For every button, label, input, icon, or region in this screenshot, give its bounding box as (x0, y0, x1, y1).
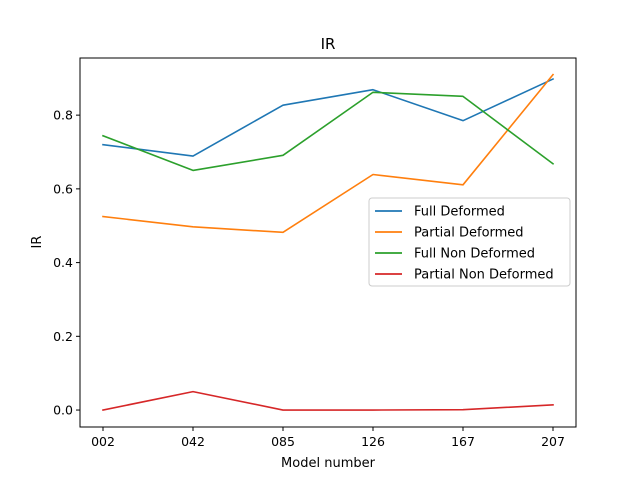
y-tick-label: 0.8 (53, 108, 73, 123)
legend-label: Full Non Deformed (414, 247, 535, 262)
x-tick-label: 085 (271, 434, 295, 449)
x-tick-label: 042 (181, 434, 205, 449)
x-axis-label: Model number (281, 456, 376, 471)
x-tick-label: 207 (541, 434, 565, 449)
x-tick-label: 002 (91, 434, 115, 449)
chart-title: IR (321, 35, 336, 53)
y-axis-label: IR (30, 236, 45, 249)
series-line-4 (102, 390, 554, 411)
y-tick-label: 0.0 (53, 403, 73, 418)
legend-label: Partial Non Deformed (414, 268, 554, 283)
y-axis-ticks: 0.0 0.2 0.4 0.6 0.8 (53, 108, 80, 418)
y-tick-label: 0.4 (53, 255, 73, 270)
plot-frame (79, 57, 577, 428)
legend-label: Partial Deformed (414, 226, 524, 241)
x-axis-ticks: 002 042 085 126 167 207 (91, 427, 565, 449)
legend-label: Full Deformed (414, 205, 505, 220)
y-tick-label: 0.6 (53, 181, 73, 196)
series-line-2 (102, 73, 555, 234)
x-tick-label: 126 (361, 434, 385, 449)
series-line-3 (101, 91, 555, 172)
legend-box (368, 197, 571, 287)
x-tick-label: 167 (451, 434, 475, 449)
plot-lines (101, 73, 555, 411)
y-tick-label: 0.2 (53, 329, 73, 344)
legend: Full Deformed Partial Deformed Full Non De… (368, 197, 571, 287)
series-line-1 (102, 77, 555, 157)
